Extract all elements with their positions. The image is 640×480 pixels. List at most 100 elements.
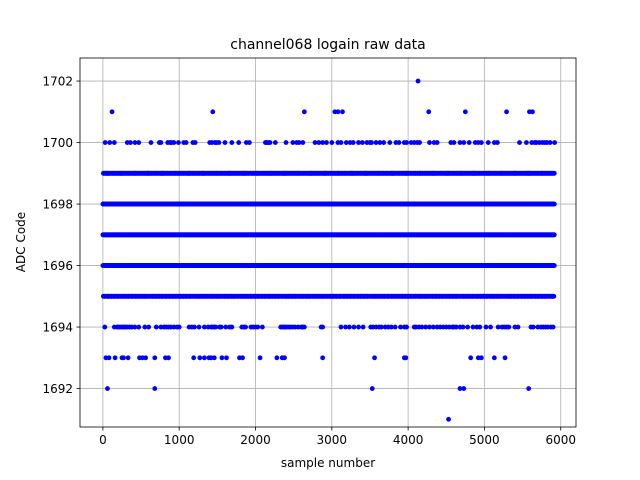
data-point — [267, 140, 273, 145]
data-point — [517, 140, 522, 145]
data-point — [461, 386, 467, 391]
data-point — [224, 355, 229, 361]
data-point — [340, 109, 345, 115]
data-point — [320, 355, 326, 361]
x-axis-label: sample number — [281, 456, 375, 470]
data-point — [125, 355, 131, 361]
data-point — [111, 140, 117, 145]
y-tick-label: 1700 — [42, 136, 73, 150]
data-point — [158, 140, 164, 145]
x-tick-label: 3000 — [317, 433, 348, 447]
data-point — [201, 355, 207, 361]
y-tick-label: 1696 — [42, 259, 73, 273]
data-point — [109, 109, 115, 115]
data-point — [461, 140, 467, 145]
y-tick-label: 1694 — [42, 321, 73, 335]
data-point — [485, 140, 491, 145]
data-point — [495, 140, 500, 145]
data-point — [488, 324, 493, 330]
data-point — [240, 355, 245, 361]
x-tick-label: 5000 — [469, 433, 500, 447]
data-point — [183, 140, 189, 145]
data-point — [460, 324, 466, 330]
data-point — [551, 170, 557, 176]
data-point — [211, 355, 217, 361]
data-point — [547, 140, 553, 145]
data-point — [218, 324, 224, 330]
data-point — [229, 140, 235, 145]
data-point — [153, 324, 159, 330]
data-point — [404, 324, 409, 330]
data-point — [369, 140, 374, 145]
data-point — [426, 109, 432, 115]
data-point — [504, 109, 509, 115]
data-point — [127, 140, 133, 145]
data-point — [148, 140, 154, 145]
data-point — [107, 140, 113, 145]
data-point — [329, 140, 335, 145]
data-point — [236, 140, 242, 145]
data-point — [462, 109, 468, 115]
data-point — [301, 109, 307, 115]
data-point — [526, 386, 532, 391]
data-point — [550, 324, 556, 330]
data-point — [243, 324, 248, 330]
data-point — [272, 140, 278, 145]
data-point — [403, 355, 409, 361]
data-point — [552, 140, 558, 145]
data-point — [191, 355, 197, 361]
data-point — [381, 140, 387, 145]
data-point — [102, 140, 108, 145]
data-point — [283, 140, 289, 145]
data-point — [121, 355, 126, 361]
data-point — [434, 140, 440, 145]
data-point — [152, 355, 158, 361]
data-point — [551, 201, 557, 207]
data-point — [106, 355, 112, 361]
data-point — [404, 140, 409, 145]
x-tick-label: 6000 — [545, 433, 576, 447]
data-point — [216, 140, 222, 145]
x-tick-label: 0 — [99, 433, 107, 447]
data-point — [257, 355, 263, 361]
data-point — [282, 355, 287, 361]
x-tick-label: 2000 — [240, 433, 271, 447]
data-point — [197, 355, 203, 361]
data-point — [392, 324, 398, 330]
y-axis-label: ADC Code — [14, 212, 28, 272]
data-point — [176, 324, 182, 330]
data-point — [105, 386, 110, 391]
data-point — [324, 140, 329, 145]
data-point — [301, 324, 307, 330]
data-point — [530, 324, 536, 330]
data-point — [255, 324, 261, 330]
data-point — [415, 78, 421, 84]
x-tick-label: 4000 — [393, 433, 424, 447]
data-point — [359, 140, 365, 145]
data-point — [468, 355, 474, 361]
data-point — [259, 324, 265, 330]
data-point — [166, 355, 171, 361]
data-point — [466, 140, 472, 145]
data-point — [477, 324, 483, 330]
data-point — [346, 324, 352, 330]
data-point — [300, 140, 306, 145]
data-point — [524, 140, 529, 145]
data-point — [351, 324, 357, 330]
data-point — [551, 263, 557, 268]
data-point — [478, 140, 484, 145]
data-point — [372, 355, 377, 361]
data-point — [491, 355, 497, 361]
data-point — [446, 416, 451, 422]
data-point — [427, 140, 432, 145]
data-point — [396, 140, 402, 145]
data-point — [102, 324, 108, 330]
data-points — [100, 78, 558, 422]
data-point — [196, 324, 202, 330]
data-point — [136, 140, 142, 145]
data-point — [112, 355, 118, 361]
data-point — [146, 324, 152, 330]
chart-title: channel068 logain raw data — [230, 37, 425, 53]
